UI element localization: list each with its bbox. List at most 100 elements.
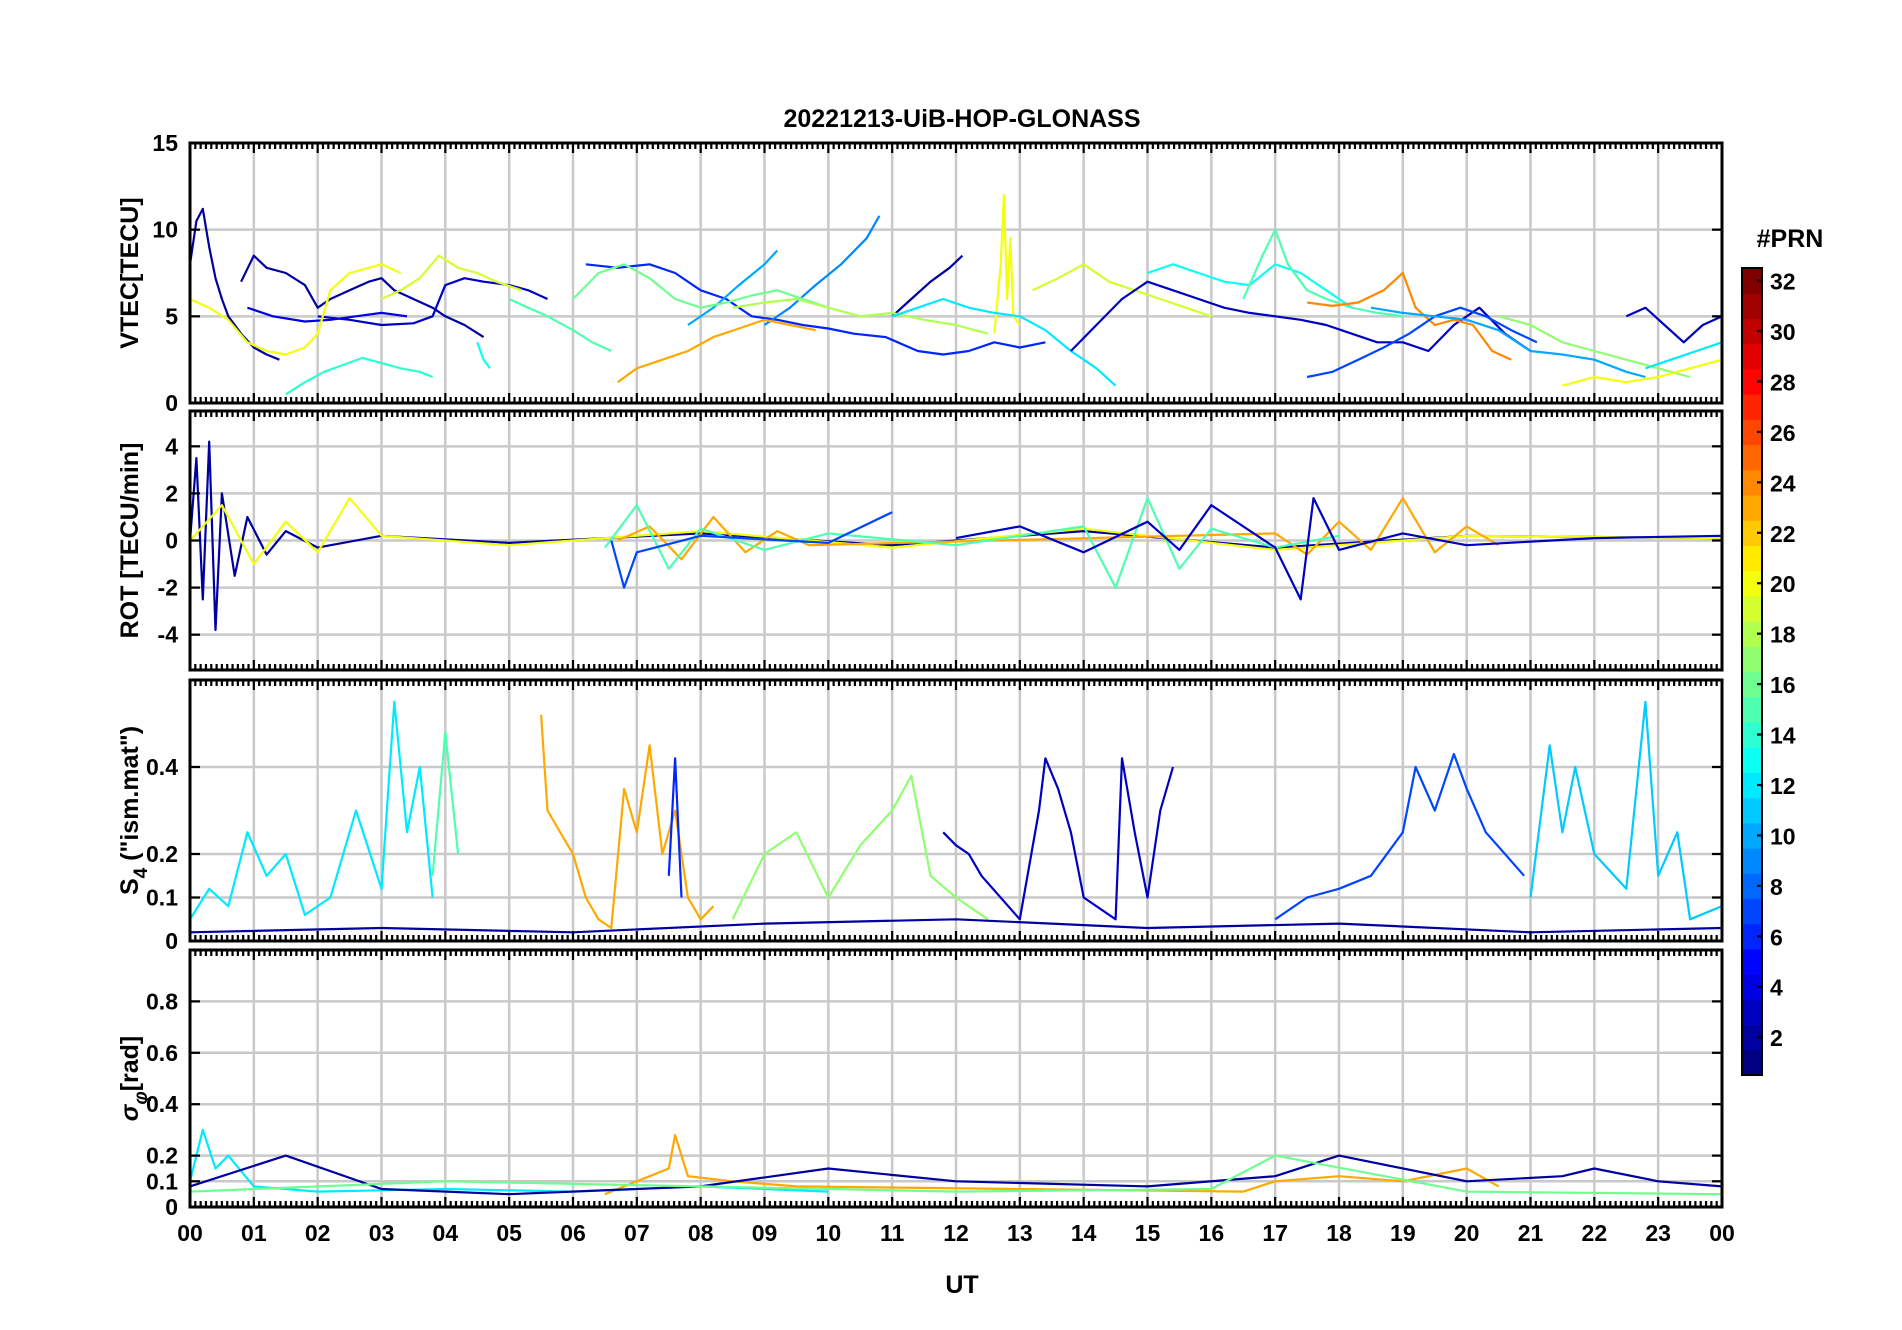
x-tick-label: 12 — [943, 1220, 969, 1246]
panel-3: 0 0.1 0.2 0.4S4 ("ism.mat") — [116, 678, 1724, 954]
series-line-prn-16 — [190, 1154, 1722, 1196]
colorbar-swatch — [1742, 873, 1762, 900]
x-tick-label: 10 — [816, 1220, 842, 1246]
series-line-prn-23 — [604, 1133, 1500, 1196]
series-line-prn-19 — [1032, 263, 1212, 318]
y-tick-label: -4 — [158, 622, 179, 648]
colorbar-tick-label: 32 — [1770, 269, 1796, 295]
colorbar-swatch — [1742, 696, 1762, 723]
x-tick-label: 02 — [305, 1220, 331, 1246]
series-line-prn-15 — [431, 731, 460, 876]
colorbar-tick-label: 22 — [1770, 521, 1796, 547]
series-line-prn-23 — [617, 318, 816, 384]
series-line-prn-7 — [1306, 306, 1538, 379]
series-line-prn-19 — [381, 254, 523, 301]
y-tick-label: 0 — [165, 928, 178, 954]
x-tick-label: 17 — [1262, 1220, 1288, 1246]
y-tick-label: 0.4 — [146, 1091, 178, 1117]
series-line-prn-12 — [1645, 341, 1722, 370]
panel-1: 0 5 10 15 VTEC[TECU] — [116, 130, 1724, 416]
series-line-prn-17 — [1498, 315, 1691, 379]
series-line-prn-2 — [190, 207, 280, 361]
series-line-prn-24 — [1306, 271, 1512, 361]
x-tick-label: 20 — [1454, 1220, 1480, 1246]
series-line-prn-23 — [540, 714, 715, 930]
colorbar-swatch — [1742, 293, 1762, 320]
series-line-prn-3 — [1625, 306, 1722, 344]
series-group — [190, 193, 1722, 396]
colorbar-swatch — [1742, 721, 1762, 748]
y-tick-label: 0.1 — [146, 1168, 178, 1194]
colorbar-tick-label: 6 — [1770, 924, 1783, 950]
series-line-prn-15 — [508, 297, 612, 353]
colorbar-swatch — [1742, 595, 1762, 622]
colorbar-swatch — [1742, 747, 1762, 773]
series-group — [190, 440, 1722, 632]
series-line-prn-12 — [891, 297, 1117, 387]
series-line-prn-7 — [610, 511, 893, 589]
series-line-prn-10 — [687, 249, 779, 326]
series-line-prn-13 — [476, 341, 491, 369]
series-line-prn-3 — [942, 757, 1175, 921]
y-tick-label: 0.6 — [146, 1040, 178, 1066]
x-tick-label: 08 — [688, 1220, 714, 1246]
colorbar-swatch — [1742, 520, 1762, 547]
colorbar-tick-label: 14 — [1770, 723, 1796, 749]
colorbar-swatch — [1742, 318, 1762, 345]
series-group — [190, 1128, 1722, 1196]
y-tick-label: 5 — [165, 303, 178, 329]
x-tick-label: 00 — [1709, 1220, 1735, 1246]
x-tick-label: 01 — [241, 1220, 267, 1246]
colorbar-swatch — [1742, 268, 1762, 294]
colorbar-swatch — [1742, 368, 1762, 395]
colorbar-tick-label: 2 — [1770, 1025, 1783, 1051]
y-tick-label: 0.2 — [146, 841, 178, 867]
colorbar-swatch — [1742, 343, 1762, 370]
y-tick-label: 0.8 — [146, 988, 178, 1014]
colorbar-swatch — [1742, 671, 1762, 698]
series-line-prn-20 — [1562, 358, 1722, 387]
colorbar-swatch — [1742, 974, 1762, 1000]
y-axis-label: VTEC[TECU] — [116, 197, 144, 348]
y-tick-label: 10 — [152, 217, 178, 243]
x-tick-label: 06 — [560, 1220, 586, 1246]
y-tick-label: 0.1 — [146, 885, 178, 911]
series-line-prn-15 — [1242, 228, 1403, 318]
colorbar-swatch — [1742, 848, 1762, 874]
y-tick-label: 0.4 — [146, 754, 178, 780]
colorbar-swatch — [1742, 999, 1762, 1026]
y-axis-label: σφ[rad] — [116, 1036, 152, 1122]
x-tick-label: 11 — [880, 1220, 905, 1246]
x-tick-label: 09 — [752, 1220, 778, 1246]
x-tick-label: 18 — [1326, 1220, 1352, 1246]
series-line-prn-12 — [190, 700, 434, 920]
y-tick-label: 15 — [152, 130, 178, 156]
colorbar-swatch — [1742, 621, 1762, 647]
colorbar-swatch — [1742, 419, 1762, 446]
series-line-prn-2 — [891, 254, 964, 318]
colorbar-tick-label: 24 — [1770, 470, 1796, 496]
series-line-prn-10 — [1370, 306, 1646, 379]
x-axis-title: UT — [945, 1271, 978, 1299]
colorbar-swatch — [1742, 1049, 1762, 1076]
panel-4: 00.10.2 0.4 0.6 0.8 σφ[rad] — [116, 948, 1724, 1220]
colorbar-tick-label: 18 — [1770, 622, 1796, 648]
series-line-prn-6 — [585, 263, 1046, 356]
series-line-prn-23 — [617, 497, 1500, 561]
x-tick-label: 21 — [1518, 1220, 1544, 1246]
series-line-prn-14 — [285, 356, 434, 396]
series-line-prn-16 — [572, 263, 829, 309]
x-tick-label: 19 — [1390, 1220, 1416, 1246]
colorbar-tick-label: 30 — [1770, 319, 1796, 345]
colorbar-swatch — [1742, 772, 1762, 799]
colorbar-swatch — [1742, 923, 1762, 950]
y-tick-label: -2 — [158, 575, 178, 601]
colorbar-swatch — [1742, 1024, 1762, 1051]
y-axis-label: ROT [TECU/min] — [116, 443, 144, 639]
colorbar-swatch — [1742, 646, 1762, 673]
series-line-prn-2 — [240, 254, 485, 339]
x-tick-label: 14 — [1071, 1220, 1097, 1246]
series-line-prn-3 — [1070, 280, 1532, 353]
